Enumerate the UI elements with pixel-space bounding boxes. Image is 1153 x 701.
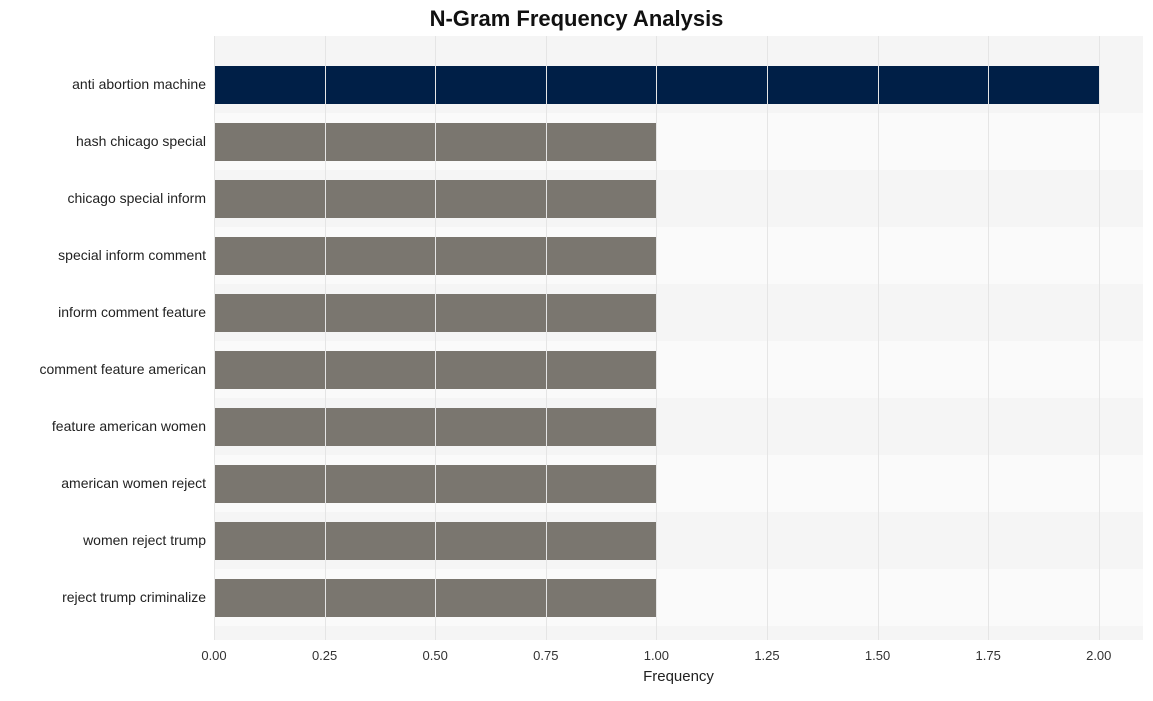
plot-area: [214, 36, 1143, 640]
plot-row-strip: [214, 512, 1143, 569]
gridline: [1099, 36, 1100, 640]
gridline: [435, 36, 436, 640]
gridline: [325, 36, 326, 640]
y-tick-label: chicago special inform: [0, 170, 208, 227]
x-tick-label: 1.75: [976, 648, 1001, 663]
x-tick-label: 0.50: [423, 648, 448, 663]
plot-row-strip: [214, 569, 1143, 626]
gridline: [656, 36, 657, 640]
gridline: [988, 36, 989, 640]
ngram-frequency-chart: N-Gram Frequency Analysis anti abortion …: [0, 0, 1153, 701]
x-tick-label: 1.25: [754, 648, 779, 663]
y-tick-label: women reject trump: [0, 512, 208, 569]
plot-row-strip: [214, 626, 1143, 640]
x-tick-label: 1.00: [644, 648, 669, 663]
plot-row-strip: [214, 170, 1143, 227]
x-tick-label: 2.00: [1086, 648, 1111, 663]
plot-row-strip: [214, 227, 1143, 284]
y-tick-label: inform comment feature: [0, 284, 208, 341]
plot-row-strip: [214, 113, 1143, 170]
gridline: [878, 36, 879, 640]
plot-row-strip: [214, 284, 1143, 341]
plot-row-strip: [214, 455, 1143, 512]
gridline: [546, 36, 547, 640]
y-tick-label: anti abortion machine: [0, 56, 208, 113]
x-tick-label: 0.00: [201, 648, 226, 663]
plot-row-strip: [214, 56, 1143, 113]
plot-row-strip: [214, 36, 1143, 56]
y-tick-label: hash chicago special: [0, 113, 208, 170]
y-tick-label: comment feature american: [0, 341, 208, 398]
y-tick-label: special inform comment: [0, 227, 208, 284]
chart-title: N-Gram Frequency Analysis: [0, 6, 1153, 32]
x-tick-label: 0.75: [533, 648, 558, 663]
x-tick-label: 0.25: [312, 648, 337, 663]
y-axis-labels: anti abortion machinehash chicago specia…: [0, 36, 208, 640]
gridline: [214, 36, 215, 640]
plot-row-strip: [214, 341, 1143, 398]
y-tick-label: reject trump criminalize: [0, 569, 208, 626]
gridline: [767, 36, 768, 640]
x-tick-label: 1.50: [865, 648, 890, 663]
x-axis-label: Frequency: [214, 668, 1143, 685]
y-tick-label: american women reject: [0, 455, 208, 512]
plot-row-strip: [214, 398, 1143, 455]
y-tick-label: feature american women: [0, 398, 208, 455]
